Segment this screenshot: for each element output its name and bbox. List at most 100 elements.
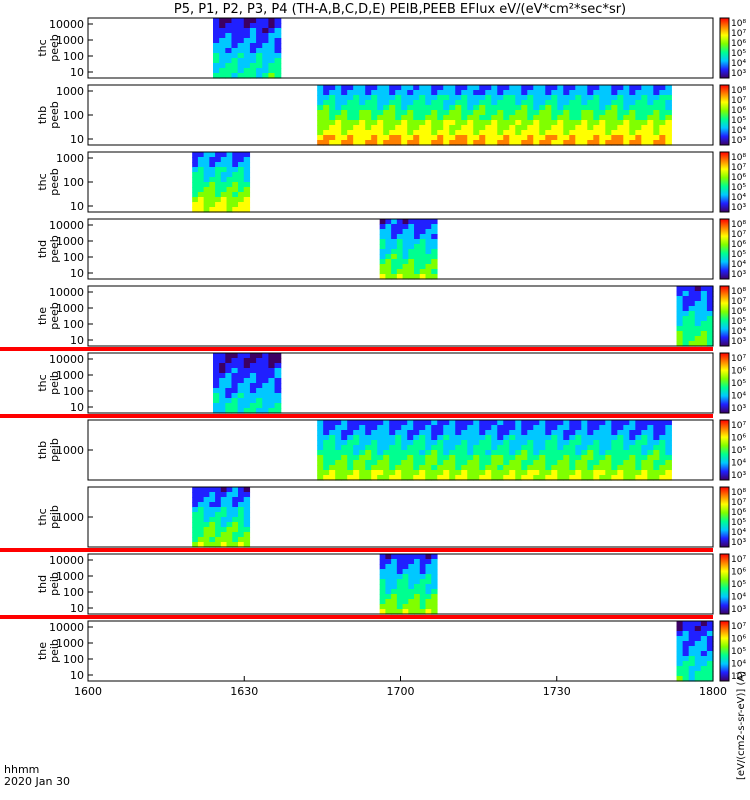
spectrogram-cell xyxy=(359,465,366,471)
spectrogram-cell xyxy=(359,420,366,426)
spectrogram-cell xyxy=(551,90,558,96)
spectrogram-cell xyxy=(215,512,222,518)
spectrogram-cell xyxy=(557,465,564,471)
spectrogram-cell xyxy=(341,115,348,121)
spectrogram-cell xyxy=(527,470,534,476)
spectrogram-cell xyxy=(323,455,330,461)
spectrogram-cell xyxy=(353,120,360,126)
spectrogram-cell xyxy=(414,574,421,580)
spectrogram-cell xyxy=(268,403,276,409)
spectrogram-cell xyxy=(396,559,404,565)
spectrogram-cell xyxy=(377,100,384,106)
spectrogram-cell xyxy=(647,140,654,146)
spectrogram-cell xyxy=(413,100,420,106)
spectrogram-cell xyxy=(431,90,438,96)
spectrogram-cell xyxy=(391,274,398,280)
spectrogram-cell xyxy=(209,177,216,183)
y-tick-label: 100 xyxy=(63,109,84,122)
spectrogram-cell xyxy=(268,383,276,389)
spectrogram-cell xyxy=(425,420,432,426)
spectrogram-cell xyxy=(203,182,210,188)
spectrogram-cell xyxy=(491,85,498,91)
spectrogram-cell xyxy=(256,408,263,414)
spectrogram-cell xyxy=(401,450,408,456)
spectrogram-cell xyxy=(365,135,372,141)
spectrogram-cell xyxy=(641,100,648,106)
spectrogram-cell xyxy=(653,465,660,471)
spectrogram-cell xyxy=(395,435,402,441)
spectrogram-cell xyxy=(341,100,348,106)
spectrogram-cell xyxy=(682,311,690,317)
spectrogram-cell xyxy=(569,440,576,446)
spectrogram-cell xyxy=(653,435,660,441)
spectrogram-cell xyxy=(539,445,546,451)
spectrogram-cell xyxy=(268,58,276,64)
spectrogram-cell xyxy=(527,435,534,441)
spectrogram-cell xyxy=(491,470,498,476)
spectrogram-cell xyxy=(231,408,239,414)
spectrogram-cell xyxy=(197,507,205,513)
spectrogram-cell xyxy=(238,172,245,178)
spectrogram-cell xyxy=(341,440,348,446)
spectrogram-cell xyxy=(335,110,342,116)
spectrogram-cell xyxy=(225,373,233,379)
spectrogram-cell xyxy=(226,497,233,503)
spectrogram-cell xyxy=(209,487,216,493)
spectrogram-cell xyxy=(238,517,245,523)
spectrogram-cell xyxy=(575,120,582,126)
spectrogram-cell xyxy=(238,177,245,183)
spectrogram-cell xyxy=(365,430,372,436)
spectrogram-cell xyxy=(569,125,576,131)
spectrogram-cell xyxy=(635,435,642,441)
fill-bar xyxy=(0,615,713,619)
spectrogram-cell xyxy=(539,135,546,141)
spectrogram-cell xyxy=(443,460,450,466)
spectrogram-cell xyxy=(599,85,606,91)
spectrogram-cell xyxy=(545,470,552,476)
spectrogram-cell xyxy=(539,125,546,131)
spectrogram-cell xyxy=(215,522,222,528)
spectrogram-cell xyxy=(623,455,630,461)
spectrogram-cell xyxy=(503,90,510,96)
spectrogram-cell xyxy=(611,125,618,131)
spectrogram-cell xyxy=(557,435,564,441)
spectrogram-cell xyxy=(323,95,330,101)
spectrogram-cell xyxy=(256,388,263,394)
spectrogram-cell xyxy=(431,559,438,565)
spectrogram-cell xyxy=(256,38,263,44)
spectrogram-cell xyxy=(209,542,216,548)
spectrogram-cell xyxy=(688,671,696,677)
spectrogram-cell xyxy=(605,425,612,431)
spectrogram-cell xyxy=(653,445,660,451)
spectrogram-cell xyxy=(676,326,684,332)
spectrogram-cell xyxy=(371,475,378,481)
spectrogram-cell xyxy=(226,197,233,203)
spectrogram-cell xyxy=(371,460,378,466)
spectrogram-cell xyxy=(587,130,594,136)
spectrogram-cell xyxy=(688,331,696,337)
spectrogram-cell xyxy=(425,559,432,565)
spectrogram-cell xyxy=(419,219,427,225)
spectrogram-cell xyxy=(219,408,226,414)
spectrogram-cell xyxy=(203,197,210,203)
spectrogram-cell xyxy=(473,455,480,461)
spectrogram-cell xyxy=(581,90,588,96)
spectrogram-cell xyxy=(688,321,696,327)
spectrogram-cell xyxy=(377,110,384,116)
spectrogram-cell xyxy=(209,517,216,523)
spectrogram-cell xyxy=(256,378,263,384)
spectrogram-cell xyxy=(527,90,534,96)
spectrogram-cell xyxy=(408,274,415,280)
spectrogram-cell xyxy=(545,125,552,131)
spectrogram-cell xyxy=(371,110,378,116)
spectrogram-cell xyxy=(396,574,404,580)
spectrogram-cell xyxy=(385,249,392,255)
spectrogram-cell xyxy=(491,90,498,96)
spectrogram-cell xyxy=(629,420,636,426)
spectrogram-cell xyxy=(213,368,220,374)
spectrogram-cell xyxy=(243,48,251,54)
spectrogram-cell xyxy=(545,105,552,111)
spectrogram-cell xyxy=(623,105,630,111)
spectrogram-cell xyxy=(407,130,414,136)
spectrogram-cell xyxy=(587,125,594,131)
